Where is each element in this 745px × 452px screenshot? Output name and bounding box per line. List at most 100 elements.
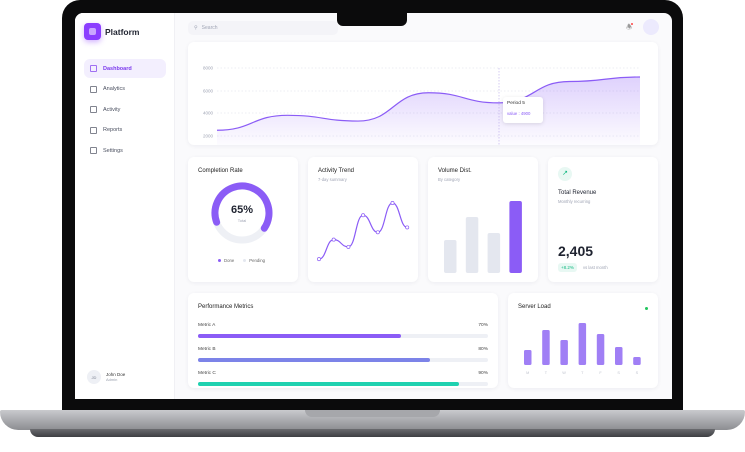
search-icon: ⚲ (194, 25, 198, 31)
sidebar-item-label: Settings (103, 147, 123, 154)
card-title: Activity Trend (318, 168, 355, 174)
pulse-icon (90, 106, 97, 113)
metric-label: Metric B (198, 347, 216, 352)
screen: Platform Dashboard Analytics Activity Repor… (75, 13, 672, 399)
tooltip-value: value : 4900 (507, 111, 531, 116)
bar (444, 240, 457, 273)
data-point (375, 230, 380, 235)
user-profile[interactable]: JD John Doe Admin (87, 370, 125, 384)
card-title: Server Load (518, 304, 551, 310)
trending-up-icon: ↗ (558, 167, 572, 181)
donut-value: 65% (230, 204, 254, 216)
x-tick-label: S (617, 371, 620, 375)
x-tick-label: T (581, 371, 584, 375)
x-tick-label: W (562, 371, 566, 375)
sidebar-item-analytics[interactable]: Analytics (84, 80, 166, 99)
laptop-opening-notch (305, 410, 440, 417)
total-revenue-card: ↗ Total Revenue Monthly recurring 2,405 … (548, 157, 658, 282)
server-load-card: Server Load M T W T F S S (508, 293, 658, 388)
bar (578, 323, 587, 365)
brand-name: Platform (105, 27, 140, 37)
progress-fill (198, 334, 401, 338)
metric-label: Metric A (198, 323, 216, 328)
card-title: Performance Metrics (198, 304, 254, 310)
progress-track (198, 334, 488, 338)
grid-icon (90, 65, 97, 72)
y-tick-label: 4000 (203, 111, 214, 116)
area-fill (217, 77, 640, 145)
x-tick-label: T (545, 371, 548, 375)
bar (596, 334, 605, 365)
performance-metrics-card: Performance Metrics Metric A 70% Metric B 8… (188, 293, 498, 388)
camera-notch (337, 10, 407, 26)
card-subtitle: By category (438, 177, 461, 182)
card-subtitle: Monthly recurring (558, 199, 591, 204)
user-name: John Doe (106, 372, 126, 377)
sidebar-item-label: Activity (103, 106, 121, 113)
metric-label: Metric C (198, 371, 216, 376)
tooltip-title: Period 5 (507, 101, 525, 106)
x-tick-label: F (599, 371, 602, 375)
metric-row: Metric B 80% (198, 347, 488, 362)
legend-pending: Pending (243, 258, 265, 263)
bar (542, 330, 550, 365)
bar-chart (444, 201, 522, 273)
sidebar-item-reports[interactable]: Reports (84, 121, 166, 140)
progress-fill (198, 358, 430, 362)
avatar: JD (87, 370, 101, 384)
document-icon (90, 126, 97, 134)
sidebar-item-label: Analytics (103, 86, 126, 92)
data-point (390, 201, 395, 205)
sidebar: Platform Dashboard Analytics Activity Repor… (75, 13, 175, 399)
laptop-base-edge (30, 429, 715, 437)
y-tick-label: 2000 (203, 134, 214, 139)
sidebar-item-label: Reports (103, 127, 123, 133)
completion-rate-card: Completion Rate 65% Total Done Pending (188, 157, 298, 282)
bar (487, 233, 501, 273)
data-point (361, 213, 366, 218)
metric-row: Metric C 90% (198, 371, 488, 386)
activity-trend-card: Activity Trend 7-day summary (308, 157, 418, 282)
metric-value: 70% (478, 323, 488, 328)
metric-value: 90% (478, 371, 488, 376)
revenue-value: 2,405 (558, 243, 594, 259)
card-title: Completion Rate (198, 168, 243, 174)
card-title: Volume Dist. (438, 168, 472, 174)
bar (560, 340, 568, 365)
card-title: Total Revenue (558, 190, 597, 196)
sidebar-item-label: Dashboard (103, 65, 132, 72)
bell-icon[interactable]: 🕭 (626, 23, 634, 31)
data-point (346, 244, 351, 249)
data-point (331, 237, 336, 242)
sidebar-item-settings[interactable]: Settings (84, 141, 166, 160)
bar (465, 217, 479, 273)
sidebar-item-activity[interactable]: Activity (84, 100, 166, 119)
laptop-base (0, 410, 745, 430)
series-line (216, 76, 641, 131)
gear-icon (90, 147, 97, 154)
x-tick-label: S (636, 371, 639, 375)
search-input[interactable]: ⚲ Search (188, 21, 338, 35)
x-tick-label: M (526, 371, 529, 375)
bar (633, 357, 641, 365)
volume-dist-card: Volume Dist. By category (428, 157, 538, 282)
bar (509, 201, 522, 273)
bar (615, 347, 623, 365)
header-avatar[interactable] (643, 19, 659, 35)
data-point (405, 225, 410, 230)
y-tick-label: 6000 (203, 89, 214, 94)
area-chart: 2000 4000 6000 8000 (203, 66, 641, 145)
progress-track (198, 382, 488, 386)
donut-label: Total (237, 218, 247, 223)
line-chart (317, 201, 410, 262)
donut-done-arc (211, 182, 273, 244)
donut-chart (211, 182, 273, 244)
card-subtitle: 7-day summary (318, 177, 347, 182)
sidebar-item-dashboard[interactable]: Dashboard (84, 59, 166, 78)
y-tick-label: 8000 (203, 66, 214, 71)
legend-done: Done (218, 258, 234, 263)
progress-fill (198, 382, 459, 386)
data-point (317, 257, 321, 262)
logo-icon (84, 23, 101, 40)
